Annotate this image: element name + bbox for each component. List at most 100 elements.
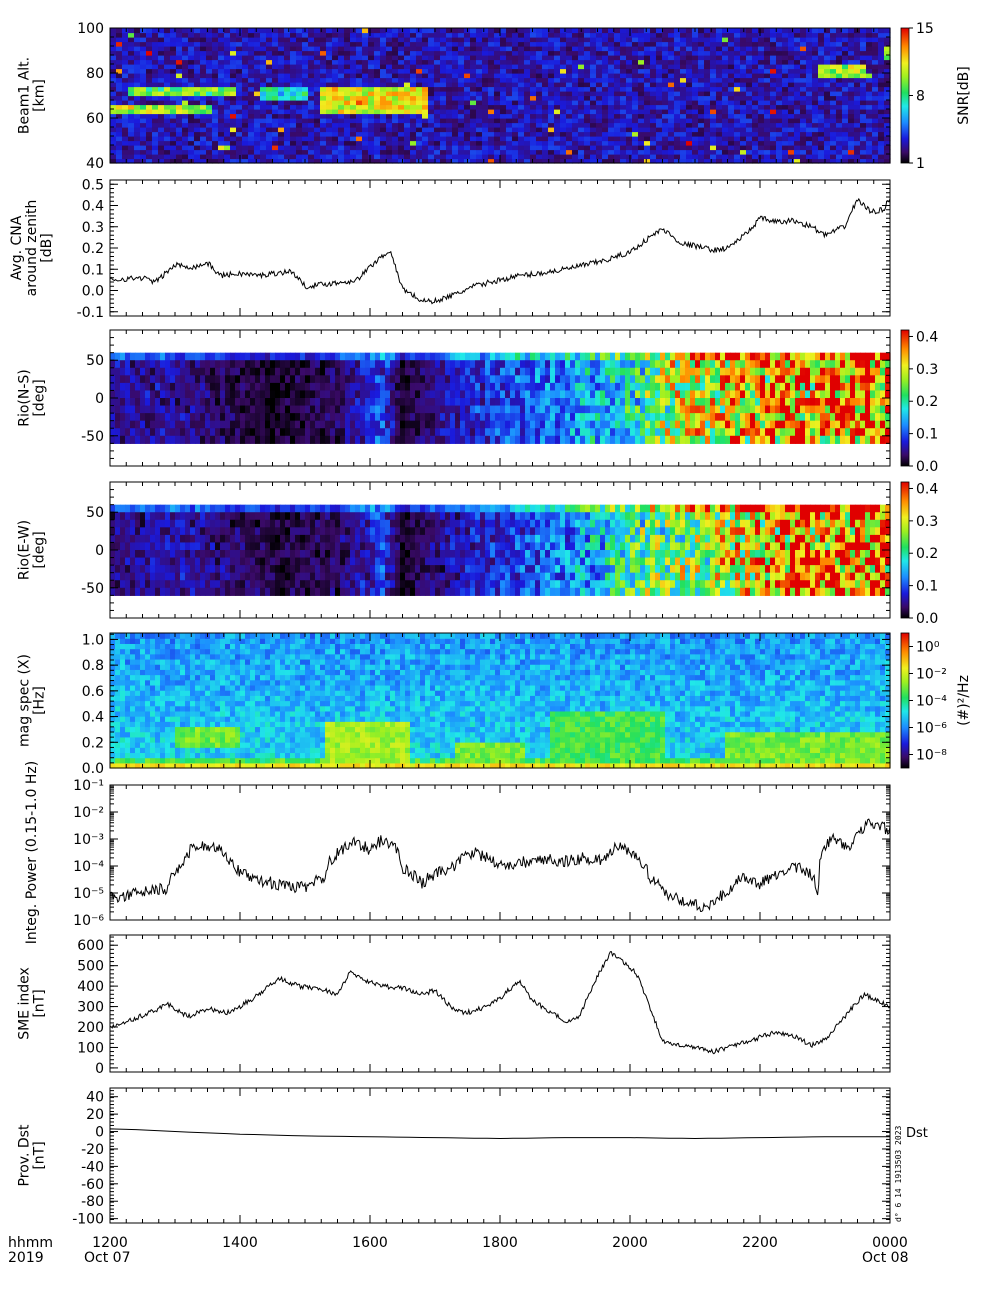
snr-cell	[728, 158, 735, 164]
snr-cell	[266, 28, 273, 34]
snr-cell	[128, 127, 135, 133]
rio-cell	[290, 405, 296, 414]
rio-cell	[320, 405, 326, 414]
snr-cell	[506, 37, 513, 43]
snr-cell	[170, 37, 177, 43]
snr-cell	[476, 55, 483, 61]
snr-cell	[854, 118, 861, 124]
snr-cell	[566, 131, 573, 137]
snr-cell	[440, 68, 447, 74]
snr-cell	[530, 127, 537, 133]
snr-cell	[398, 77, 405, 83]
snr-cell	[824, 113, 831, 119]
snr-cell	[164, 55, 171, 61]
snr-cell	[776, 73, 783, 79]
snr-cell	[404, 154, 411, 160]
rio-cell	[195, 367, 201, 376]
rio-cell	[240, 382, 246, 392]
snr-cell	[146, 91, 153, 97]
snr-cell	[764, 113, 771, 119]
snr-cell	[338, 104, 345, 110]
snr-cell	[656, 95, 663, 101]
snr-cell	[326, 77, 333, 83]
snr-cell	[704, 118, 711, 124]
snr-cell	[212, 82, 219, 88]
snr-cell	[632, 91, 639, 97]
snr-cell	[272, 104, 279, 110]
snr-cell	[608, 127, 615, 133]
snr-cell	[236, 86, 243, 92]
rio-cell	[380, 435, 386, 444]
snr-cell	[752, 122, 759, 128]
snr-cell	[878, 109, 885, 115]
snr-cell	[230, 32, 237, 38]
snr-cell	[452, 158, 459, 164]
rio-cell	[155, 435, 161, 444]
snr-cell	[452, 50, 459, 56]
snr-cell	[728, 73, 735, 79]
snr-cell	[140, 136, 147, 142]
snr-cell	[248, 50, 255, 56]
snr-cell	[404, 149, 411, 155]
snr-cell	[194, 46, 201, 52]
snr-cell	[518, 154, 525, 160]
snr-cell	[662, 113, 669, 119]
snr-cell	[314, 122, 321, 128]
snr-cell	[812, 145, 819, 151]
snr-cell	[500, 64, 507, 70]
snr-cell	[122, 55, 129, 61]
snr-cell	[854, 37, 861, 43]
snr-cell	[692, 46, 699, 52]
snr-cell	[800, 109, 807, 115]
snr-cell	[356, 68, 363, 74]
snr-cell	[362, 86, 369, 92]
snr-cell	[290, 91, 297, 97]
snr-cell	[602, 154, 609, 160]
snr-cell	[770, 100, 777, 106]
snr-cell	[674, 100, 681, 106]
snr-cell	[680, 28, 687, 34]
snr-cell	[806, 145, 813, 151]
snr-cell	[332, 77, 339, 83]
snr-cell	[566, 113, 573, 119]
snr-cell	[116, 95, 123, 101]
snr-cell	[488, 122, 495, 128]
snr-cell	[470, 77, 477, 83]
snr-cell	[332, 95, 339, 101]
snr-cell	[284, 136, 291, 142]
snr-cell	[608, 32, 615, 38]
snr-cell	[704, 32, 711, 38]
rio-cell	[190, 367, 196, 376]
snr-cell	[506, 131, 513, 137]
snr-cell	[722, 41, 729, 47]
snr-cell	[380, 100, 387, 106]
snr-cell	[842, 154, 849, 160]
snr-cell	[260, 41, 267, 47]
rio-cell	[385, 382, 391, 392]
snr-cell	[620, 77, 627, 83]
snr-cell	[278, 95, 285, 101]
snr-cell	[878, 50, 885, 56]
snr-cell	[332, 32, 339, 38]
rio-cell	[210, 435, 216, 444]
snr-cell	[458, 145, 465, 151]
snr-cell	[458, 46, 465, 52]
rio-cell	[355, 435, 361, 444]
snr-cell	[740, 86, 747, 92]
snr-cell	[278, 37, 285, 43]
snr-cell	[878, 140, 885, 146]
snr-cell	[734, 95, 741, 101]
snr-cell	[680, 127, 687, 133]
snr-cell	[374, 37, 381, 43]
snr-cell	[458, 109, 465, 115]
snr-cell	[122, 68, 129, 74]
snr-cell	[218, 86, 225, 92]
snr-cell	[746, 68, 753, 74]
snr-cell	[860, 82, 867, 88]
snr-cell	[524, 86, 531, 92]
snr-cell	[182, 50, 189, 56]
rio-cell	[330, 420, 336, 429]
snr-cell	[386, 50, 393, 56]
rio-cell	[310, 352, 316, 361]
rio-cell	[110, 367, 116, 376]
